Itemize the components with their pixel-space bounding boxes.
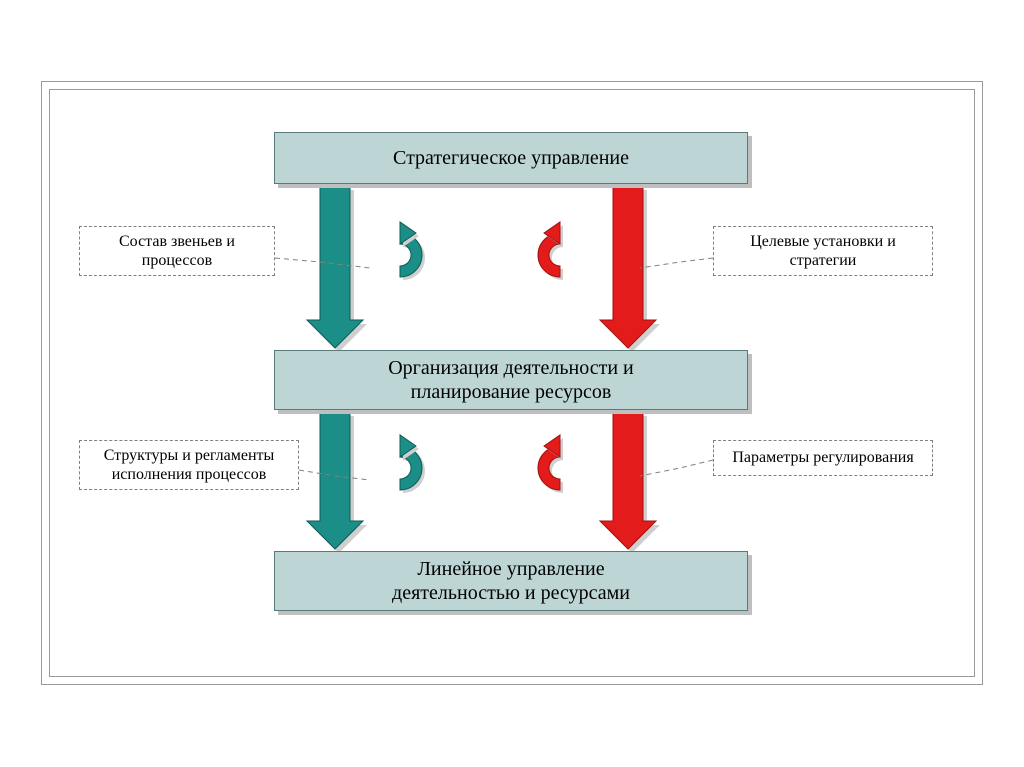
box-linear: Линейное управлениедеятельностью и ресур…	[274, 551, 748, 611]
callout-bl-label: Структуры и регламентыисполнения процесс…	[104, 446, 275, 484]
callout-bottom-left: Структуры и регламентыисполнения процесс…	[79, 440, 299, 490]
box-strategic-label: Стратегическое управление	[393, 146, 629, 170]
box-organize: Организация деятельности ипланирование р…	[274, 350, 748, 410]
callout-top-left: Состав звеньев ипроцессов	[79, 226, 275, 276]
box-strategic: Стратегическое управление	[274, 132, 748, 184]
box-organize-label: Организация деятельности ипланирование р…	[388, 356, 634, 404]
callout-br-label: Параметры регулирования	[732, 448, 913, 467]
callout-tl-label: Состав звеньев ипроцессов	[119, 232, 235, 270]
box-linear-label: Линейное управлениедеятельностью и ресур…	[392, 557, 630, 605]
callout-top-right: Целевые установки истратегии	[713, 226, 933, 276]
callout-tr-label: Целевые установки истратегии	[750, 232, 896, 270]
callout-bottom-right: Параметры регулирования	[713, 440, 933, 476]
